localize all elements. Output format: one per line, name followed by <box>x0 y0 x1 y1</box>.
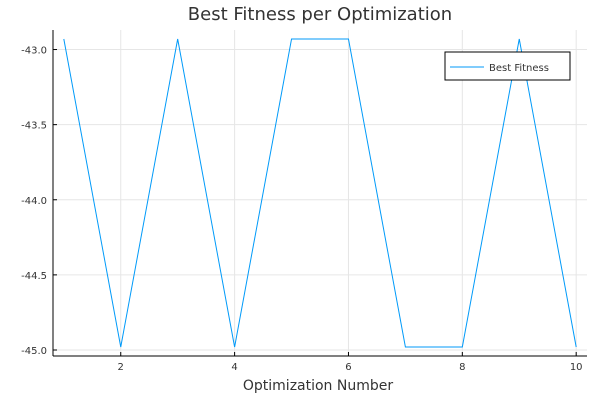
chart-title: Best Fitness per Optimization <box>188 4 452 25</box>
x-tick-label: 6 <box>345 362 351 373</box>
legend-label-best-fitness: Best Fitness <box>489 63 549 74</box>
x-tick-label: 8 <box>459 362 465 373</box>
y-tick-label: -44.5 <box>21 271 47 282</box>
grid <box>53 30 587 356</box>
y-tick-label: -44.0 <box>21 196 47 207</box>
x-tick-label: 10 <box>570 362 583 373</box>
x-tick-label: 4 <box>231 362 237 373</box>
legend-box <box>444 51 571 81</box>
tick-labels: 2 4 6 8 10 -43.0 -43.5 -44.0 -44.5 -45.0 <box>21 46 582 373</box>
legend: Best Fitness <box>444 51 571 81</box>
x-axis-label: Optimization Number <box>243 378 393 394</box>
x-tick-label: 2 <box>118 362 124 373</box>
series-lines <box>63 38 577 348</box>
series-line-best-fitness <box>63 38 577 348</box>
y-tick-label: -43.5 <box>21 121 47 132</box>
axes <box>52 30 587 357</box>
y-tick-label: -45.0 <box>21 346 47 357</box>
y-tick-label: -43.0 <box>21 46 47 57</box>
